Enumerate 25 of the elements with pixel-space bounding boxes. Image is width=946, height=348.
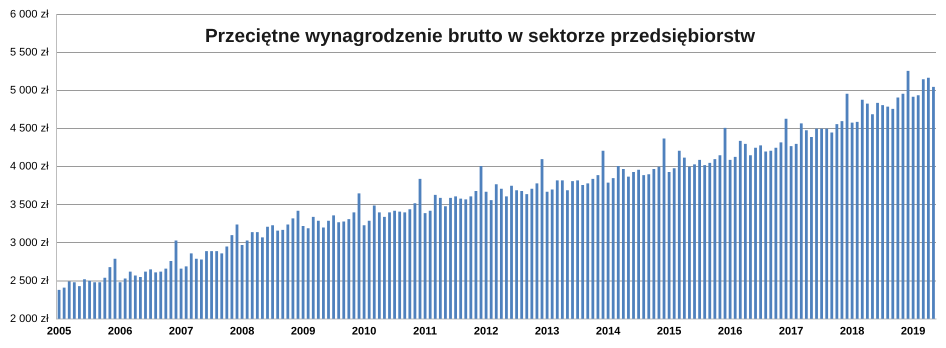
- y-tick-label: 4 000 zł: [10, 160, 50, 173]
- x-tick-label: 2011: [413, 325, 438, 338]
- x-tick-label: 2006: [108, 325, 132, 338]
- x-tick-label: 2008: [230, 325, 254, 338]
- x-tick-label: 2007: [168, 325, 194, 338]
- y-tick-label: 3 000 zł: [10, 236, 50, 249]
- y-tick-label: 4 500 zł: [10, 122, 50, 135]
- y-tick-label: 2 000 zł: [10, 312, 50, 325]
- x-tick-label: 2019: [900, 325, 926, 338]
- x-tick-label: 2013: [534, 325, 560, 338]
- y-tick-label: 6 000 zł: [10, 8, 50, 21]
- x-tick-label: 2005: [46, 325, 72, 338]
- y-tick-label: 5 000 zł: [10, 84, 50, 97]
- x-tick-label: 2014: [596, 325, 622, 338]
- y-tick-label: 2 500 zł: [10, 274, 50, 287]
- x-tick-label: 2012: [474, 325, 498, 338]
- text: Przeciętne wynagrodzenie brutto w sektorze przedsiębiorstw: [204, 26, 756, 48]
- x-tick-label: 2016: [718, 325, 742, 338]
- y-tick-label: 3 500 zł: [10, 198, 50, 211]
- x-tick-label: 2017: [778, 325, 804, 338]
- x-tick-label: 2010: [352, 325, 376, 338]
- x-tick-label: 2018: [840, 325, 864, 338]
- x-tick-label: 2015: [656, 325, 682, 338]
- y-tick-label: 5 500 zł: [10, 46, 50, 59]
- x-tick-label: 2009: [290, 325, 316, 338]
